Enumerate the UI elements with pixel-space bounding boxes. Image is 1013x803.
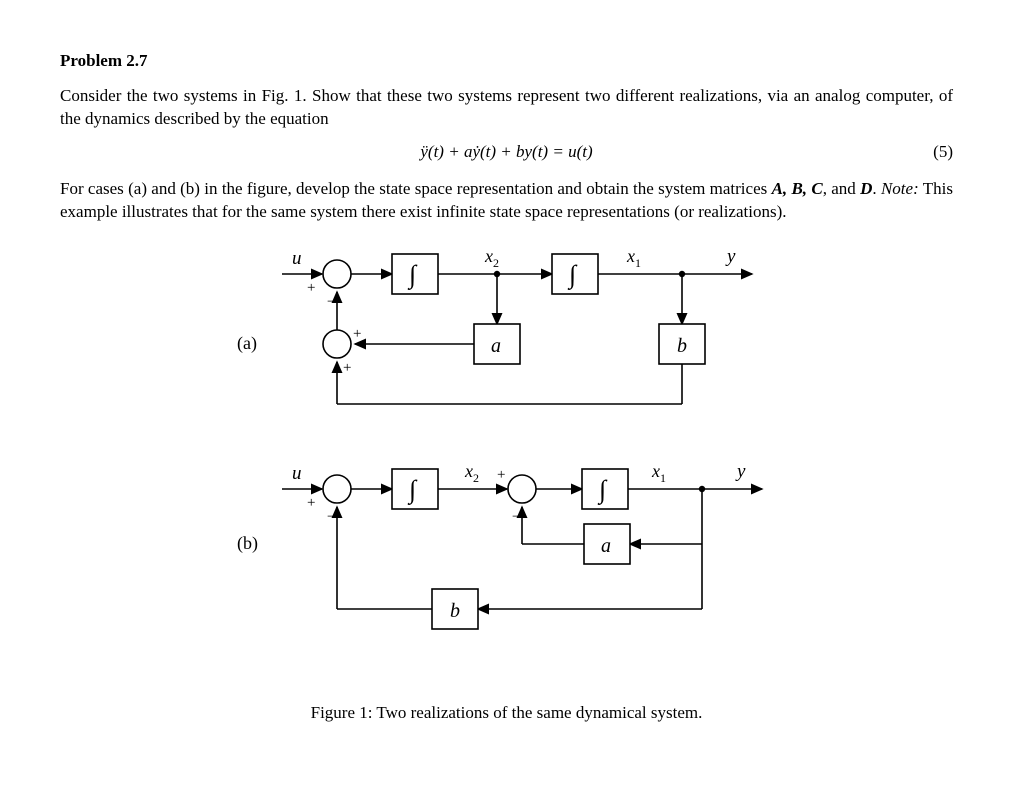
svg-text:x2: x2 bbox=[464, 461, 479, 485]
y-label-a: y bbox=[725, 246, 736, 267]
svg-text:x1: x1 bbox=[626, 246, 641, 270]
equation-line: ÿ(t) + aẏ(t) + by(t) = u(t) (5) bbox=[60, 141, 953, 164]
equation-number: (5) bbox=[933, 141, 953, 164]
svg-text:a: a bbox=[491, 335, 501, 357]
paragraph-2: For cases (a) and (b) in the figure, dev… bbox=[60, 178, 953, 224]
figure-caption: Figure 1: Two realizations of the same d… bbox=[60, 702, 953, 725]
case-b-label: (b) bbox=[237, 533, 258, 554]
svg-text:a: a bbox=[601, 535, 611, 557]
u-label-a: u bbox=[292, 248, 302, 269]
summing-junction-2b bbox=[508, 475, 536, 503]
svg-text:+: + bbox=[353, 326, 361, 342]
figure-1: (a) u + − ∫ x2 ∫ x1 y a bbox=[197, 234, 817, 684]
svg-text:+: + bbox=[307, 495, 315, 511]
svg-text:x2: x2 bbox=[484, 246, 499, 270]
svg-text:+: + bbox=[307, 280, 315, 296]
svg-text:+: + bbox=[497, 467, 505, 483]
svg-text:b: b bbox=[677, 335, 687, 357]
equation: ÿ(t) + aẏ(t) + by(t) = u(t) bbox=[420, 141, 592, 164]
problem-title: Problem 2.7 bbox=[60, 50, 953, 73]
u-label-b: u bbox=[292, 463, 302, 484]
svg-text:+: + bbox=[343, 360, 351, 376]
svg-text:−: − bbox=[512, 509, 520, 525]
y-label-b: y bbox=[735, 461, 746, 482]
svg-text:b: b bbox=[450, 600, 460, 622]
case-a-label: (a) bbox=[237, 333, 257, 354]
svg-text:−: − bbox=[327, 294, 335, 310]
paragraph-1: Consider the two systems in Fig. 1. Show… bbox=[60, 85, 953, 131]
summing-junction-1a bbox=[323, 260, 351, 288]
summing-junction-2a bbox=[323, 330, 351, 358]
diagram-a: (a) u + − ∫ x2 ∫ x1 y a bbox=[237, 246, 752, 404]
diagram-b: (b) u + − ∫ x2 + − ∫ x1 y a bbox=[237, 461, 762, 629]
svg-text:x1: x1 bbox=[651, 461, 666, 485]
svg-text:−: − bbox=[327, 509, 335, 525]
summing-junction-1b bbox=[323, 475, 351, 503]
